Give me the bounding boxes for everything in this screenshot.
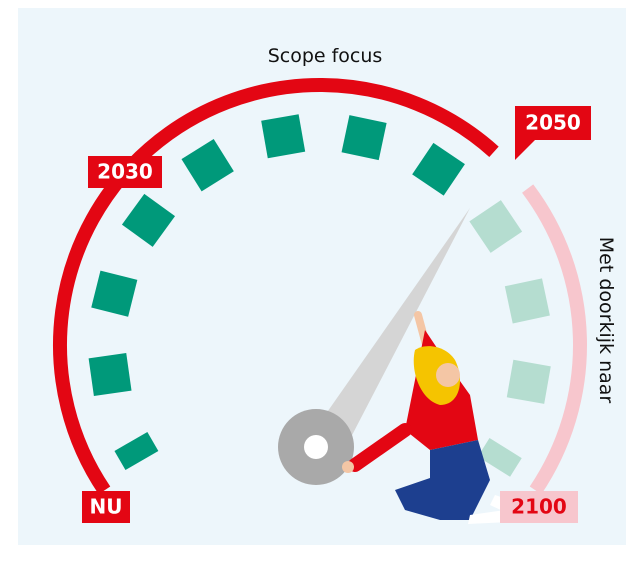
tile — [261, 114, 305, 158]
tile — [505, 278, 550, 323]
marker-label: 2030 — [97, 160, 153, 184]
marker-label: 2050 — [525, 111, 581, 135]
illustration: Scope focus Met doorkijk naar 2030 2050 … — [0, 0, 644, 569]
needle-hub-center — [304, 435, 328, 459]
person-hand — [342, 461, 354, 473]
tile — [89, 353, 132, 396]
marker-label: NU — [90, 495, 123, 519]
page: Scope focus Met doorkijk naar 2030 2050 … — [0, 0, 644, 569]
title: Scope focus — [268, 45, 383, 67]
tile — [507, 360, 551, 404]
person-face — [436, 363, 460, 387]
side-label: Met doorkijk naar — [595, 237, 617, 404]
tile — [342, 115, 387, 160]
marker-label: 2100 — [511, 495, 567, 519]
